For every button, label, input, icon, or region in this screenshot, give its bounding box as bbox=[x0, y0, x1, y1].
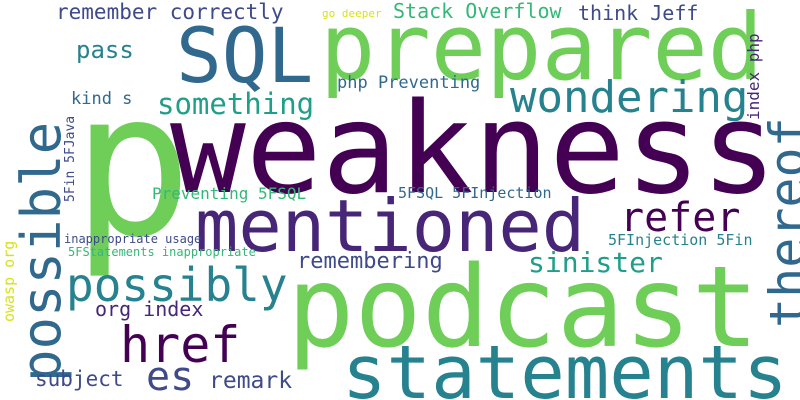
word-href: href bbox=[120, 316, 241, 374]
word-prepared: prepared bbox=[320, 0, 764, 101]
word-remembering: remembering bbox=[297, 249, 443, 274]
word-think-jeff: think Jeff bbox=[578, 1, 699, 25]
word-pass: pass bbox=[76, 36, 134, 64]
word-remember-correctly: remember correctly bbox=[56, 0, 284, 24]
word-possible: possible bbox=[10, 121, 73, 382]
word-inappropriate-usage: inappropriate usage bbox=[64, 232, 202, 246]
word-possibly: possibly bbox=[66, 258, 288, 312]
word-5finjection-5fin: 5FInjection 5Fin bbox=[608, 231, 753, 249]
word-subject: subject bbox=[35, 367, 124, 391]
word-es: es bbox=[146, 354, 195, 400]
word-go-deeper: go deeper bbox=[322, 7, 382, 20]
word-stack-overflow: Stack Overflow bbox=[393, 0, 562, 23]
word-php-preventing: php Preventing bbox=[337, 73, 481, 93]
word-5fstatements-inappropriate: 5FStatements inappropriate bbox=[68, 245, 256, 259]
word-wondering: wondering bbox=[510, 72, 749, 123]
word-thereof: thereof bbox=[759, 117, 800, 328]
word-sql: SQL bbox=[176, 11, 314, 100]
word-refer: refer bbox=[620, 195, 741, 241]
word-kind-s: kind s bbox=[71, 89, 133, 109]
word-weakness: weakness bbox=[170, 75, 777, 222]
word-podcast: podcast bbox=[287, 243, 760, 373]
word-org-index: org index bbox=[95, 297, 204, 321]
word-statements: statements bbox=[342, 330, 788, 400]
word-p: p bbox=[72, 49, 193, 282]
word-5fsql-5finjection: 5FSQL 5FInjection bbox=[398, 184, 552, 202]
word-remark: remark bbox=[209, 368, 293, 394]
word-preventing-5fsql: Preventing 5FSQL bbox=[152, 184, 307, 203]
word-owasp-org: owasp org bbox=[0, 240, 18, 322]
word-index-php: index php bbox=[744, 33, 763, 120]
word-mentioned: mentioned bbox=[195, 184, 586, 268]
word-5fin-5fjava: 5Fin 5FJava bbox=[63, 115, 78, 202]
word-sinister: sinister bbox=[528, 246, 663, 279]
word-something: something bbox=[157, 87, 315, 121]
